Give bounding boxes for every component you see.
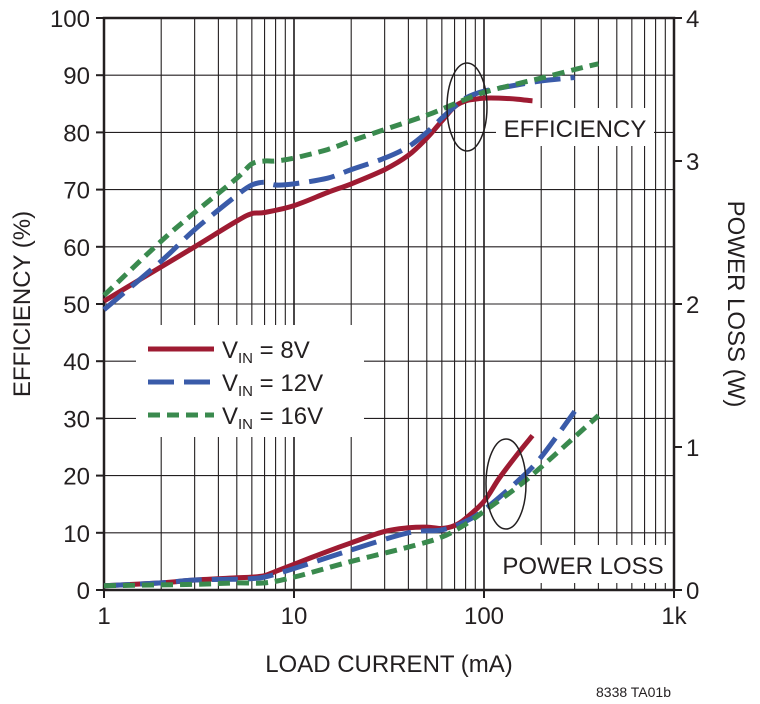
legend-label-16v: VIN = 16V [222, 403, 323, 433]
series-power-loss-16v [103, 413, 601, 589]
y-right-tick-label: 0 [686, 578, 699, 605]
grid [104, 18, 674, 590]
series-power-loss-8v [103, 434, 535, 589]
efficiency-annotation: EFFICIENCY [504, 116, 647, 143]
x-tick-label: 1k [661, 603, 687, 630]
y-left-tick-label: 0 [77, 578, 90, 605]
y-left-tick-label: 80 [63, 120, 90, 147]
efficiency-label-bg [496, 108, 654, 146]
series-efficiency-8v [102, 95, 533, 304]
y-left-tick-label: 90 [63, 63, 90, 90]
y-left-tick-label: 20 [63, 464, 90, 491]
legend: VIN = 8V VIN = 12V VIN = 16V [136, 325, 364, 437]
y-left-tick-label: 60 [63, 235, 90, 262]
x-tick-label: 1 [97, 603, 110, 630]
y-axis-left-label: EFFICIENCY (%) [9, 211, 36, 397]
y-left-tick-label: 50 [63, 292, 90, 319]
y-left-tick-label: 100 [50, 6, 90, 33]
y-right-tick-label: 3 [686, 149, 699, 176]
legend-label-12v: VIN = 12V [222, 370, 323, 400]
y-right-tick-label: 1 [686, 435, 699, 462]
y-axis-right-label: POWER LOSS (W) [722, 201, 749, 408]
series-efficiency-16v [102, 61, 599, 298]
y-right-tick-label: 2 [686, 292, 699, 319]
x-axis-label: LOAD CURRENT (mA) [265, 651, 513, 678]
y-left-tick-label: 70 [63, 178, 90, 205]
y-left-tick-label: 10 [63, 521, 90, 548]
series-layer [102, 61, 601, 589]
y-left-tick-label: 30 [63, 406, 90, 433]
y-left-tick-label: 40 [63, 349, 90, 376]
legend-label-8v: VIN = 8V [222, 337, 310, 367]
x-tick-label: 10 [281, 603, 308, 630]
x-tick-label: 100 [464, 603, 504, 630]
power-loss-annotation: POWER LOSS [502, 553, 663, 580]
power-loss-callout-ellipse [485, 438, 527, 530]
efficiency-callout-ellipse [446, 62, 488, 152]
figure-footnote: 8338 TA01b [596, 684, 671, 700]
y-right-tick-label: 4 [686, 6, 699, 33]
power-loss-label-bg [492, 545, 672, 583]
